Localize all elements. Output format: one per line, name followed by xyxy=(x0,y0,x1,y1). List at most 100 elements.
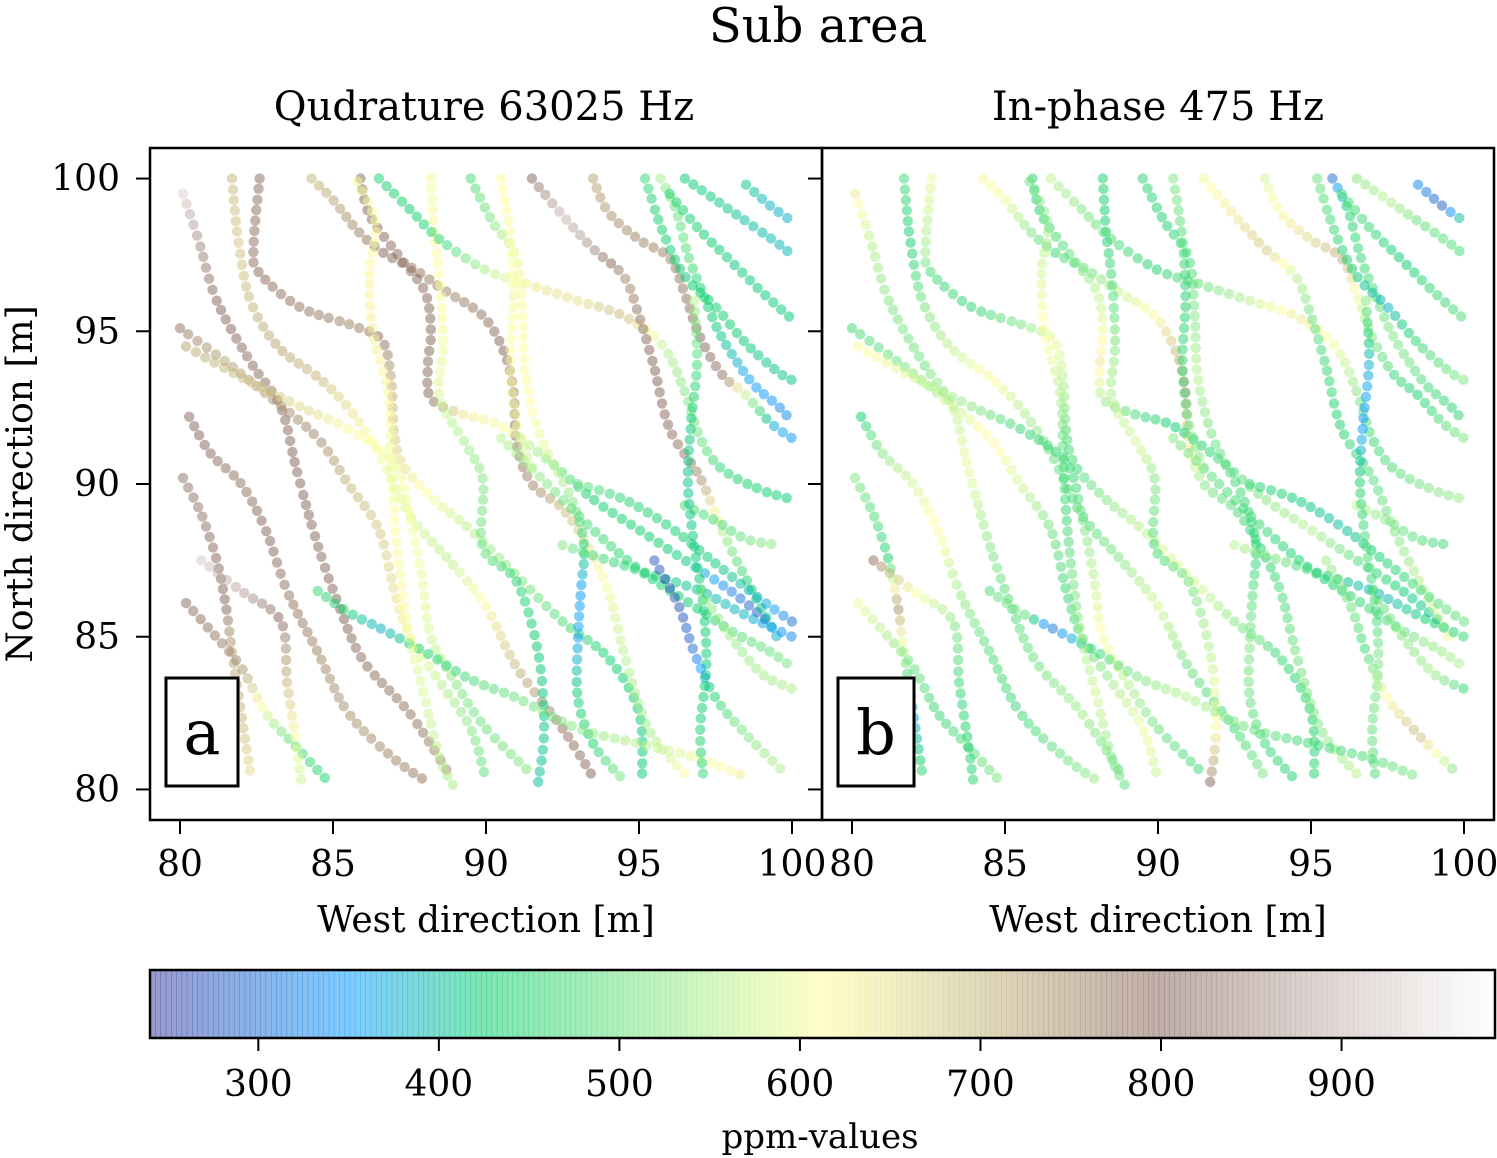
colorbar-segment xyxy=(1079,970,1086,1038)
panel-a-point xyxy=(396,196,408,207)
panel-a-point xyxy=(328,195,339,206)
panel-a-point xyxy=(714,462,726,473)
colorbar-segment xyxy=(1069,970,1076,1038)
panel-a-point xyxy=(334,316,345,327)
panel-b-point xyxy=(1292,273,1303,284)
panel-a-point xyxy=(426,194,438,205)
panel-a-point xyxy=(597,251,608,263)
panel-b-point xyxy=(1353,580,1364,591)
panel-b-point xyxy=(964,608,976,619)
panel-b-point xyxy=(1149,494,1161,505)
panel-b-point xyxy=(1350,232,1361,243)
panel-a-point xyxy=(437,335,449,346)
panel-b-point xyxy=(929,321,941,332)
colorbar-segment xyxy=(1169,970,1176,1038)
panel-a-point xyxy=(184,209,196,220)
panel-b-point xyxy=(1113,408,1124,419)
panel-b-point xyxy=(1123,246,1134,257)
panel-b-point xyxy=(1359,643,1371,654)
panel-a-point xyxy=(777,369,788,381)
panel-a-point xyxy=(399,483,410,494)
panel-a-point xyxy=(537,706,549,717)
panel-b-point xyxy=(922,215,933,226)
panel-a-point xyxy=(765,233,777,244)
panel-a-point xyxy=(385,572,397,584)
panel-b-point xyxy=(1190,332,1201,343)
panel-b-point xyxy=(1316,531,1327,542)
panel-b-point xyxy=(1096,345,1107,357)
colorbar-segment xyxy=(633,970,640,1038)
panel-a-point xyxy=(776,626,787,638)
panel-b-point xyxy=(1355,455,1366,467)
panel-a-point xyxy=(599,201,611,213)
panel-a-point xyxy=(690,381,701,392)
colorbar-segment xyxy=(407,970,414,1038)
panel-a-point xyxy=(418,219,429,230)
panel-a-point xyxy=(652,376,663,387)
panel-a-point xyxy=(531,641,543,652)
panel-b-point xyxy=(1046,355,1058,366)
panel-b-point xyxy=(1097,334,1108,346)
colorbar-segment xyxy=(1037,970,1044,1038)
panel-a-point xyxy=(684,434,695,445)
colorbar-tick-label: 500 xyxy=(585,1064,654,1105)
panel-b-point xyxy=(1130,409,1141,420)
panel-a-point xyxy=(614,771,626,782)
panel-b-point xyxy=(1100,729,1111,741)
panel-a-point xyxy=(378,247,389,258)
panel-a-point xyxy=(284,396,295,407)
panel-b-point xyxy=(1346,748,1358,759)
panel-a-point xyxy=(425,173,437,184)
colorbar-segment xyxy=(1368,970,1375,1038)
panel-a-point xyxy=(695,663,706,674)
panel-b-point xyxy=(1141,453,1152,465)
panel-a-point xyxy=(246,377,257,388)
panel-b-point xyxy=(1433,413,1444,424)
panel-b-point xyxy=(1286,771,1298,782)
panel-b-point xyxy=(1037,509,1049,521)
panel-a-point xyxy=(385,440,396,451)
panel-b-point xyxy=(1070,257,1082,268)
panel-b-point xyxy=(1064,248,1075,260)
panel-a-point xyxy=(419,590,430,602)
panel-a-point xyxy=(645,727,656,739)
colorbar-segment xyxy=(1190,970,1197,1038)
panel-a-point xyxy=(551,288,563,300)
panel-b-point xyxy=(1440,297,1451,308)
panel-b-point xyxy=(947,288,959,300)
panel-a-point xyxy=(228,470,239,481)
panel-b-point xyxy=(1403,638,1414,650)
colorbar-segment xyxy=(927,970,934,1038)
panel-b-point xyxy=(983,645,995,656)
panel-a-point xyxy=(699,616,710,627)
panel-a-point xyxy=(342,623,353,634)
panel-a-point xyxy=(270,338,281,349)
panel-b-point xyxy=(1359,530,1371,542)
panel-b-point xyxy=(1439,755,1450,767)
panel-a-point xyxy=(496,433,507,444)
panel-b-point xyxy=(864,501,876,513)
panel-b-point xyxy=(1248,579,1259,591)
panel-a-point xyxy=(505,237,516,248)
panel-b-point xyxy=(1156,211,1168,223)
panel-b-point xyxy=(1100,396,1112,407)
panel-a-point xyxy=(352,429,364,440)
panel-b-point xyxy=(1010,701,1021,712)
panel-a-point xyxy=(387,483,398,494)
panel-b-point xyxy=(1042,226,1054,238)
panel-a-point xyxy=(346,483,357,494)
panel-b-point xyxy=(1177,237,1189,248)
panel-b-point xyxy=(992,591,1004,603)
panel-b-point xyxy=(1178,377,1189,388)
colorbar-segment xyxy=(712,970,719,1038)
panel-b-point xyxy=(1448,679,1460,690)
panel-b-point xyxy=(1190,321,1201,332)
panel-b-point xyxy=(1054,748,1066,759)
panel-a-point xyxy=(761,413,772,424)
colorbar-segment xyxy=(297,970,303,1038)
panel-b-point xyxy=(915,755,926,766)
panel-b-point xyxy=(1222,486,1233,498)
panel-b-point xyxy=(1029,186,1040,197)
colorbar-segment xyxy=(517,970,524,1038)
colorbar-segment xyxy=(733,970,740,1038)
